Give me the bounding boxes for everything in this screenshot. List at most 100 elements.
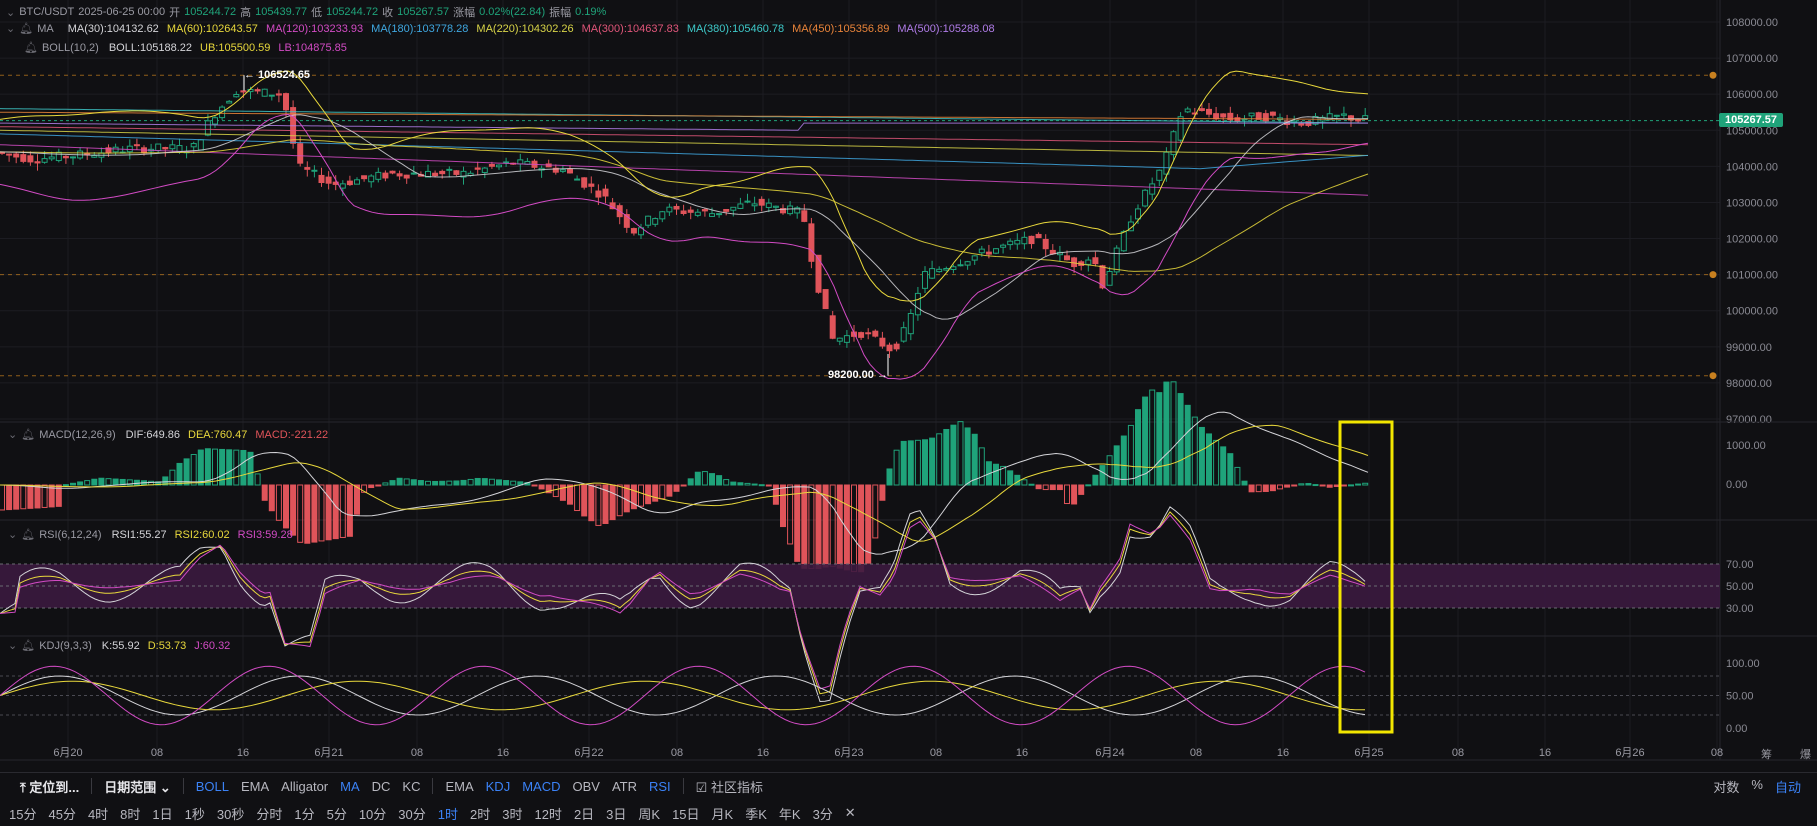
main-indicator-ma[interactable]: MA	[340, 778, 360, 794]
scale-option-自动[interactable]: 自动	[1774, 779, 1801, 795]
macd-bar	[1035, 484, 1042, 490]
date-range-button[interactable]: 日期范围 ⌄	[104, 779, 171, 795]
macd-bar	[531, 484, 538, 487]
time-tick: 08	[411, 747, 423, 759]
macd-bar	[126, 479, 133, 486]
price-tick: 108000.00	[1726, 17, 1778, 29]
collapse-icon[interactable]: ⌄	[6, 6, 16, 19]
sub-indicator-obv[interactable]: OBV	[572, 778, 600, 794]
interval-12时[interactable]: 12时	[534, 806, 562, 822]
corner-label[interactable]: 筹	[1761, 749, 1772, 761]
interval-8时[interactable]: 8时	[120, 806, 141, 822]
interval-3日[interactable]: 3日	[606, 806, 627, 822]
scale-option-对数[interactable]: 对数	[1713, 779, 1740, 795]
macd-bar	[1248, 484, 1255, 493]
macd-bar	[162, 476, 169, 486]
interval-1日[interactable]: 1日	[152, 806, 173, 822]
interval-2时[interactable]: 2时	[470, 806, 491, 822]
scale-options: 对数% 自动	[1707, 777, 1807, 796]
ma-line	[0, 129, 1369, 156]
interval-5分[interactable]: 5分	[326, 806, 347, 822]
candle-body	[559, 169, 566, 172]
close-icon[interactable]: ✕	[844, 805, 856, 820]
open-value: 105244.72	[184, 6, 237, 18]
candle-body	[737, 203, 744, 209]
interval-10分[interactable]: 10分	[358, 806, 387, 822]
kdj-line	[0, 665, 1366, 726]
collapse-icon[interactable]: ⌄	[8, 529, 18, 541]
interval-3分[interactable]: 3分	[812, 806, 833, 822]
interval-1秒[interactable]: 1秒	[184, 806, 205, 822]
candle-body	[268, 94, 275, 97]
interval-季k[interactable]: 季K	[745, 806, 767, 822]
candle-body	[41, 158, 48, 163]
bell-icon[interactable]: 🔔︎	[24, 42, 38, 54]
macd-bar	[1170, 381, 1177, 486]
collapse-icon[interactable]: ⌄	[6, 23, 16, 35]
candle-body	[794, 207, 801, 214]
candle-body	[460, 170, 467, 178]
candle-body	[801, 210, 808, 222]
candle-body	[318, 174, 325, 184]
main-indicator-kc[interactable]: KC	[402, 778, 421, 794]
interval-1分[interactable]: 1分	[294, 806, 315, 822]
interval-4时[interactable]: 4时	[87, 806, 109, 822]
bell-icon[interactable]: 🔔︎	[19, 23, 34, 35]
interval-15日[interactable]: 15日	[672, 806, 700, 822]
interval-分时[interactable]: 分时	[256, 806, 283, 822]
interval-15分[interactable]: 15分	[9, 806, 37, 822]
macd-bar	[261, 484, 268, 501]
candle-body	[900, 327, 907, 342]
candle-body	[822, 289, 829, 310]
interval-30分[interactable]: 30分	[398, 806, 426, 822]
main-indicator-alligator[interactable]: Alligator	[281, 778, 329, 794]
macd-bar	[204, 448, 211, 486]
interval-45分[interactable]: 45分	[48, 806, 76, 822]
interval-月k[interactable]: 月K	[711, 806, 734, 822]
interval-周k[interactable]: 周K	[638, 806, 661, 822]
candle-body	[772, 205, 779, 208]
sub-indicator-macd[interactable]: MACD	[522, 778, 561, 794]
collapse-icon[interactable]: ⌄	[8, 429, 18, 441]
ohlc-header: ⌄ BTC/USDT 2025-06-25 00:00 开 105244.72 高…	[0, 4, 606, 20]
reference-dot	[1709, 271, 1717, 279]
interval-1时[interactable]: 1时	[437, 806, 458, 822]
macd-bar	[1241, 480, 1248, 486]
close-label: 收	[382, 7, 394, 19]
scale-option-%[interactable]: %	[1751, 776, 1763, 792]
community-indicators-button[interactable]: ☑ 社区指标	[695, 779, 763, 795]
interval-年k[interactable]: 年K	[778, 806, 801, 822]
macd-bar	[1071, 484, 1078, 505]
interval-3时[interactable]: 3时	[502, 806, 523, 822]
amp-label: 振幅	[549, 7, 572, 19]
macd-bar	[84, 480, 91, 486]
reference-dot	[1709, 71, 1717, 79]
candle-body	[197, 139, 204, 151]
candle-body	[758, 198, 765, 206]
bell-icon[interactable]: 🔔︎	[21, 529, 36, 541]
corner-label-2[interactable]: 爆	[1800, 749, 1811, 761]
sub-indicator-kdj[interactable]: KDJ	[485, 778, 511, 794]
sub-indicator-rsi[interactable]: RSI	[649, 778, 671, 794]
collapse-icon[interactable]: ⌄	[8, 640, 18, 652]
time-tick: 6月23	[834, 747, 863, 759]
main-indicator-ema[interactable]: EMA	[240, 778, 270, 794]
macd-bar	[1056, 484, 1063, 491]
main-indicator-boll[interactable]: BOLL	[195, 778, 229, 794]
candle-body	[709, 213, 715, 217]
locate-button[interactable]: ⤒ 定位到...	[20, 779, 80, 795]
macd-bar	[297, 484, 304, 543]
bell-icon[interactable]: 🔔︎	[21, 429, 36, 441]
candle-body	[1362, 115, 1369, 120]
interval-30秒[interactable]: 30秒	[216, 806, 245, 822]
boll-name: BOLL(10,2)	[41, 41, 99, 54]
sub-indicator-ema[interactable]: EMA	[445, 778, 474, 794]
interval-2日[interactable]: 2日	[573, 806, 595, 822]
sub-indicator-atr[interactable]: ATR	[611, 778, 637, 794]
macd-bar	[0, 484, 5, 511]
macd-bar	[481, 478, 488, 486]
main-indicator-dc[interactable]: DC	[371, 778, 391, 794]
last-price-tag: 105267.57	[1719, 113, 1783, 127]
bell-icon[interactable]: 🔔︎	[21, 640, 36, 652]
